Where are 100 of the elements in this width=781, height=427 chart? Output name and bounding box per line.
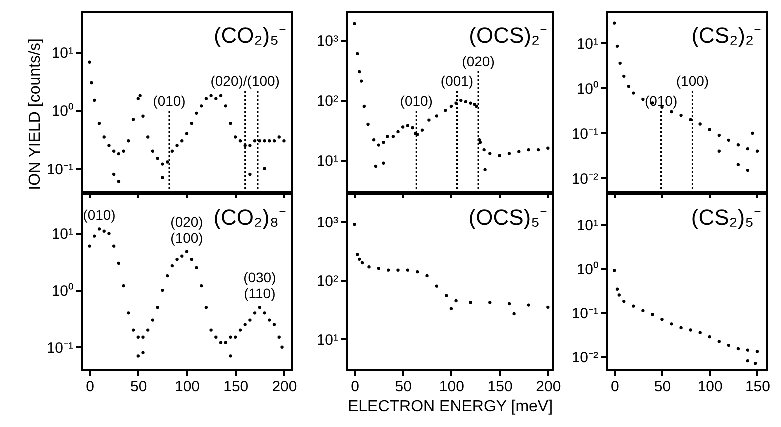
point [406,268,410,272]
point [272,140,276,143]
x-tick-label: 200 [272,378,298,396]
y-tick-label: 10⁻² [572,170,598,188]
point [689,328,692,332]
point [366,122,370,126]
y-tick-label: 10¹ [316,153,338,170]
point [127,312,130,315]
y-tick-label: 10³ [316,33,338,50]
point [454,299,458,303]
point [224,104,228,108]
y-tick-label: 10¹ [52,45,74,62]
point [718,150,721,153]
point [622,74,626,78]
point [508,152,512,156]
point [93,234,96,238]
point [622,300,626,304]
point [282,140,286,143]
point [142,351,145,354]
point [642,309,645,313]
point [727,138,730,142]
point [618,294,621,297]
point [382,162,386,165]
point [108,232,111,236]
point [263,312,266,315]
text: (CS₂)₅⁻ [691,205,761,230]
point [368,266,371,269]
y-tick-label: 10⁻¹ [572,126,598,143]
point [238,328,242,332]
point [387,268,390,272]
x-tick-label: 150 [745,378,770,396]
point [756,350,760,354]
point [234,336,238,339]
point [229,122,232,126]
point [248,144,252,148]
point [396,130,400,134]
point [426,274,429,278]
point [263,167,266,170]
point [680,114,683,118]
point [200,104,204,108]
point [93,98,96,102]
point [102,230,106,233]
point [161,162,164,166]
point [98,122,102,126]
point [166,274,170,278]
x-tick-label: 100 [698,378,723,396]
point [402,126,405,129]
point [210,94,213,98]
point [176,258,179,262]
point [416,270,420,274]
point [280,346,284,349]
point [248,172,252,176]
point [229,336,232,339]
point [112,150,116,153]
point [362,104,366,108]
point [190,122,194,126]
point [166,160,170,164]
point [746,168,750,172]
point [450,104,454,108]
text: (OCS)₂⁻ [469,23,547,48]
point [185,132,189,136]
point [478,140,482,144]
y-tick-label: 10³ [316,214,338,232]
point [718,134,721,138]
x-tick-label: 100 [439,378,464,396]
point [392,135,396,138]
point [450,307,454,310]
point [482,148,486,152]
point [112,172,116,176]
point [670,110,674,114]
text: (CO₂)₅⁻ [214,23,286,48]
point [512,312,516,316]
point [508,302,512,306]
point [272,323,276,326]
point [214,336,218,339]
point [185,250,189,254]
point [156,306,160,310]
point [444,109,448,112]
point [411,126,414,130]
point [546,146,550,150]
text: (CS₂)₂⁻ [692,23,761,48]
y-tick-label: 10² [316,93,338,110]
point [102,136,106,139]
annotation: (030) [244,270,276,286]
point [132,328,136,332]
annotation: (020) [462,53,495,70]
point [469,102,472,105]
point [698,331,702,334]
point [244,323,247,326]
point [360,80,364,83]
annotation: (100) [170,230,204,246]
point [484,168,487,172]
point [151,150,155,153]
annotation: (020) [170,214,204,230]
point [238,140,242,143]
annotation: (010) [400,93,433,109]
point [527,148,530,152]
point [708,336,712,339]
y-tick-label: 10⁰ [52,103,74,120]
point [356,253,360,256]
